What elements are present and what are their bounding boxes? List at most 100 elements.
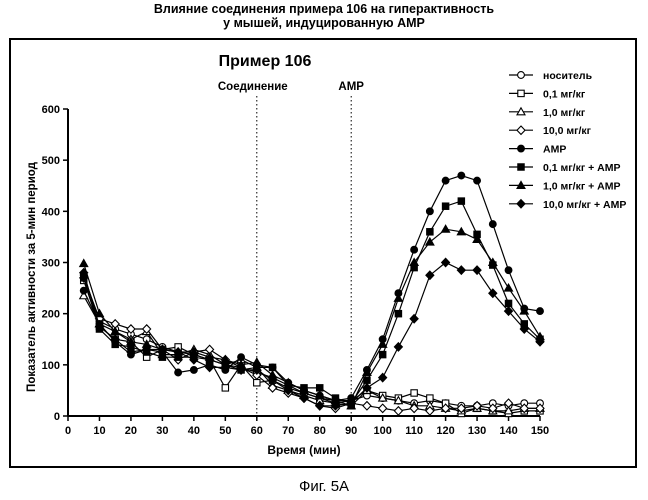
- legend-label: 0,1 мг/кг + AMP: [543, 162, 621, 174]
- figure-heading-line-2: у мышей, индуцированную AMP: [0, 16, 648, 30]
- data-point: [426, 208, 433, 215]
- y-tick-label: 300: [42, 258, 60, 270]
- y-axis-label: Показатель активности за 5-мин период: [26, 161, 38, 392]
- x-tick-label: 30: [156, 425, 168, 437]
- data-point: [175, 369, 182, 376]
- legend-marker: [518, 145, 525, 152]
- data-point: [474, 177, 481, 184]
- data-point: [190, 367, 197, 374]
- data-point: [254, 380, 260, 386]
- data-point: [489, 221, 496, 228]
- data-point: [395, 310, 401, 316]
- data-point: [379, 351, 385, 357]
- legend-label: 0,1 мг/кг: [543, 88, 586, 100]
- y-tick-label: 400: [42, 206, 60, 218]
- y-tick-label: 0: [54, 411, 60, 423]
- x-tick-label: 20: [125, 425, 137, 437]
- data-point: [411, 246, 418, 253]
- chart: Пример 106 СоединениеAMP 010020030040050…: [11, 40, 635, 466]
- legend-entry: 1,0 мг/кг: [509, 107, 586, 119]
- legend-label: 1,0 мг/кг: [543, 107, 586, 119]
- x-tick-label: 50: [219, 425, 231, 437]
- series-6: [81, 198, 544, 407]
- data-point: [442, 225, 450, 232]
- data-point: [537, 308, 544, 315]
- data-point: [411, 390, 417, 396]
- figure-caption: Фиг. 5А: [0, 478, 648, 495]
- legend-marker: [518, 72, 525, 79]
- legend-entry: 10,0 мг/кг: [509, 125, 592, 137]
- data-point: [379, 404, 387, 412]
- x-tick-label: 140: [499, 425, 517, 437]
- legend-label: 10,0 мг/кг: [543, 125, 592, 137]
- data-point: [505, 284, 513, 291]
- legend-marker: [518, 90, 524, 96]
- legend-entry: 10,0 мг/кг + AMP: [509, 199, 626, 211]
- data-point: [80, 287, 87, 294]
- y-tick-label: 200: [42, 309, 60, 321]
- legend-marker: [517, 126, 525, 134]
- data-point: [159, 354, 165, 360]
- x-axis-label: Время (мин): [267, 443, 340, 457]
- x-tick-label: 130: [468, 425, 486, 437]
- legend-label: 1,0 мг/кг + AMP: [543, 180, 621, 192]
- x-tick-label: 0: [65, 425, 71, 437]
- x-tick-label: 70: [282, 425, 294, 437]
- legend-label: 10,0 мг/кг + AMP: [543, 199, 626, 211]
- data-point: [363, 402, 371, 410]
- series-5: [80, 172, 543, 404]
- data-point: [238, 354, 245, 361]
- legend-entry: 0,1 мг/кг: [509, 88, 586, 100]
- data-point: [458, 198, 464, 204]
- data-point: [505, 267, 512, 274]
- legend-entry: 1,0 мг/кг + AMP: [509, 180, 621, 192]
- legend-entry: AMP: [509, 144, 566, 156]
- x-tick-label: 90: [345, 425, 357, 437]
- data-point: [442, 203, 448, 209]
- data-point: [458, 172, 465, 179]
- x-tick-label: 10: [93, 425, 105, 437]
- data-point: [317, 385, 323, 391]
- x-tick-label: 60: [251, 425, 263, 437]
- data-point: [427, 395, 433, 401]
- legend-entry: носитель: [509, 70, 593, 82]
- y-tick-label: 100: [42, 360, 60, 372]
- data-point: [442, 177, 449, 184]
- legend-marker: [517, 200, 525, 208]
- data-point: [457, 266, 465, 274]
- legend-label: носитель: [543, 70, 593, 82]
- series-line: [84, 263, 540, 406]
- series-line: [84, 176, 540, 401]
- chart-title: Пример 106: [219, 53, 312, 70]
- chart-frame: Пример 106 СоединениеAMP 010020030040050…: [9, 38, 637, 468]
- x-tick-label: 80: [314, 425, 326, 437]
- series-1: [80, 272, 543, 409]
- data-point: [394, 407, 402, 415]
- y-tick-label: 600: [42, 104, 60, 116]
- data-point: [505, 300, 511, 306]
- data-point: [222, 385, 228, 391]
- series-line: [84, 229, 540, 406]
- data-point: [410, 315, 418, 323]
- data-point: [253, 358, 261, 365]
- x-tick-label: 110: [405, 425, 423, 437]
- data-point: [80, 260, 88, 267]
- event-marker-label: Соединение: [218, 81, 288, 93]
- figure-heading-line-1: Влияние соединения примера 106 на гипера…: [0, 2, 648, 16]
- y-tick-label: 500: [42, 155, 60, 167]
- data-point: [379, 373, 387, 381]
- legend-label: AMP: [543, 144, 566, 156]
- x-tick-label: 40: [188, 425, 200, 437]
- series-line: [84, 201, 540, 403]
- data-point: [269, 364, 275, 370]
- series-line: [84, 278, 540, 411]
- series-7: [80, 225, 544, 409]
- data-point: [394, 343, 402, 351]
- legend-entry: 0,1 мг/кг + AMP: [509, 162, 621, 174]
- x-tick-label: 120: [436, 425, 454, 437]
- x-tick-label: 100: [373, 425, 391, 437]
- legend-marker: [518, 164, 524, 170]
- data-point: [427, 229, 433, 235]
- x-tick-label: 150: [531, 425, 549, 437]
- data-point: [473, 266, 481, 274]
